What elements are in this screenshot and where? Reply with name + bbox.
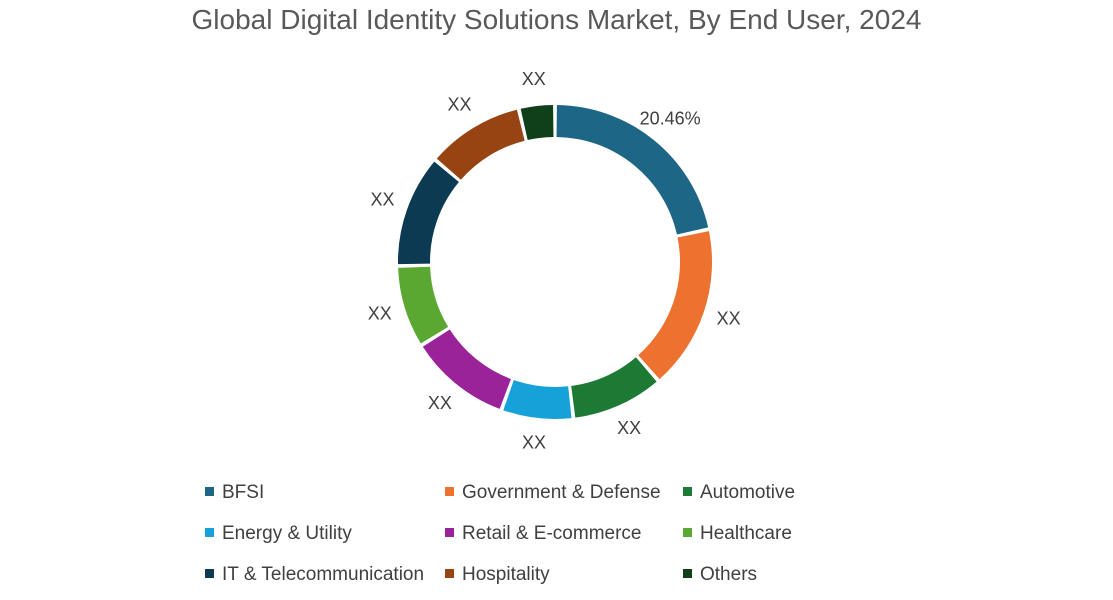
donut-slice — [520, 105, 554, 141]
slice-data-label: XX — [522, 433, 546, 453]
slice-data-label: XX — [717, 309, 741, 329]
legend-item: Automotive — [683, 482, 795, 504]
legend-label: Retail & E-commerce — [462, 523, 642, 544]
donut-chart: 20.46% XX XX XX XX XX XX XX XX — [368, 69, 741, 453]
legend-swatch — [445, 528, 454, 537]
slice-data-label: XX — [448, 95, 472, 115]
legend-item: IT & Telecommunication — [205, 564, 424, 586]
legend-item: BFSI — [205, 482, 264, 504]
slice-data-label: XX — [428, 393, 452, 413]
legend-swatch — [683, 569, 692, 578]
legend-swatch — [683, 487, 692, 496]
legend-label: Government & Defense — [462, 482, 661, 503]
legend-label: Others — [700, 564, 758, 585]
legend-item: Others — [683, 564, 757, 586]
chart-title: Global Digital Identity Solutions Market… — [191, 4, 922, 35]
legend-label: Hospitality — [462, 564, 550, 585]
legend-swatch — [205, 569, 214, 578]
slice-data-label: XX — [522, 69, 546, 89]
legend-item: Healthcare — [683, 523, 792, 545]
donut-slice — [422, 329, 511, 409]
legend-swatch — [445, 569, 454, 578]
legend-label: Automotive — [700, 482, 796, 503]
legend-swatch — [205, 528, 214, 537]
legend-item: Government & Defense — [445, 482, 661, 504]
donut-slice — [556, 105, 709, 235]
legend-item: Hospitality — [445, 564, 550, 586]
donut-slice — [638, 231, 712, 380]
legend-swatch — [205, 487, 214, 496]
donut-slice — [436, 109, 525, 180]
legend-item: Retail & E-commerce — [445, 523, 642, 545]
slice-data-label: XX — [368, 303, 392, 323]
donut-slice — [398, 266, 449, 344]
legend-label: Energy & Utility — [222, 523, 352, 544]
donut-slice — [503, 380, 572, 419]
legend-swatch — [445, 487, 454, 496]
legend-label: IT & Telecommunication — [222, 564, 425, 585]
slice-data-label: XX — [370, 190, 394, 210]
slice-data-label: 20.46% — [640, 109, 701, 129]
legend-label: BFSI — [222, 482, 265, 503]
donut-slice — [571, 357, 657, 418]
donut-slice — [397, 161, 459, 265]
legend-item: Energy & Utility — [205, 523, 352, 545]
slice-data-label: XX — [617, 418, 641, 438]
legend-swatch — [683, 528, 692, 537]
legend-label: Healthcare — [700, 523, 792, 544]
